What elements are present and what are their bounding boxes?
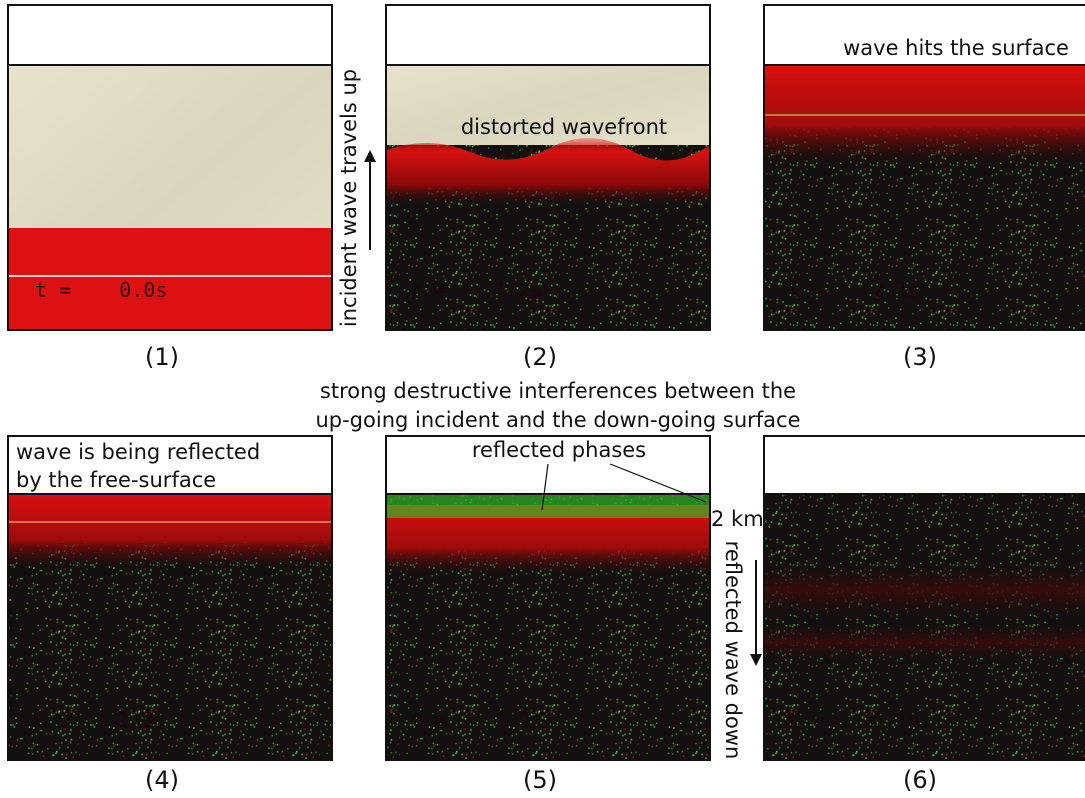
annotation: wave hits the surface (843, 36, 1069, 60)
panel-label: (1) (145, 343, 179, 371)
annotation: up-going incident and the down-going sur… (315, 408, 800, 432)
annotation: reflected phases (472, 438, 646, 462)
panel (385, 4, 711, 331)
panel (7, 435, 333, 761)
panel (7, 4, 333, 331)
time-label: t = 2.8s (32, 708, 164, 732)
annotation: reflected wave down (721, 541, 745, 760)
time-label: t = 5.1s (788, 708, 920, 732)
time-label: t = 0.0s (35, 278, 167, 302)
arrows (364, 150, 762, 666)
annotation: distorted wavefront (461, 115, 667, 139)
panel-label: (6) (903, 766, 937, 794)
time-label: t = 2.9s (410, 708, 542, 732)
time-label: t = 2.1s (788, 278, 920, 302)
panel (763, 435, 1085, 761)
panel-label: (2) (523, 343, 557, 371)
panel-label: (3) (903, 343, 937, 371)
panel-label: (4) (145, 766, 179, 794)
annotation: wave is being reflected (16, 440, 260, 464)
panel-label: (5) (523, 766, 557, 794)
annotation: 2 km (711, 507, 764, 531)
panel (385, 435, 711, 761)
annotation: incident wave travels up (337, 69, 361, 327)
time-label: t = 1.2s (410, 278, 542, 302)
panel (763, 4, 1085, 331)
annotation: by the free-surface (16, 468, 216, 492)
annotation: strong destructive interferences between… (320, 379, 796, 403)
